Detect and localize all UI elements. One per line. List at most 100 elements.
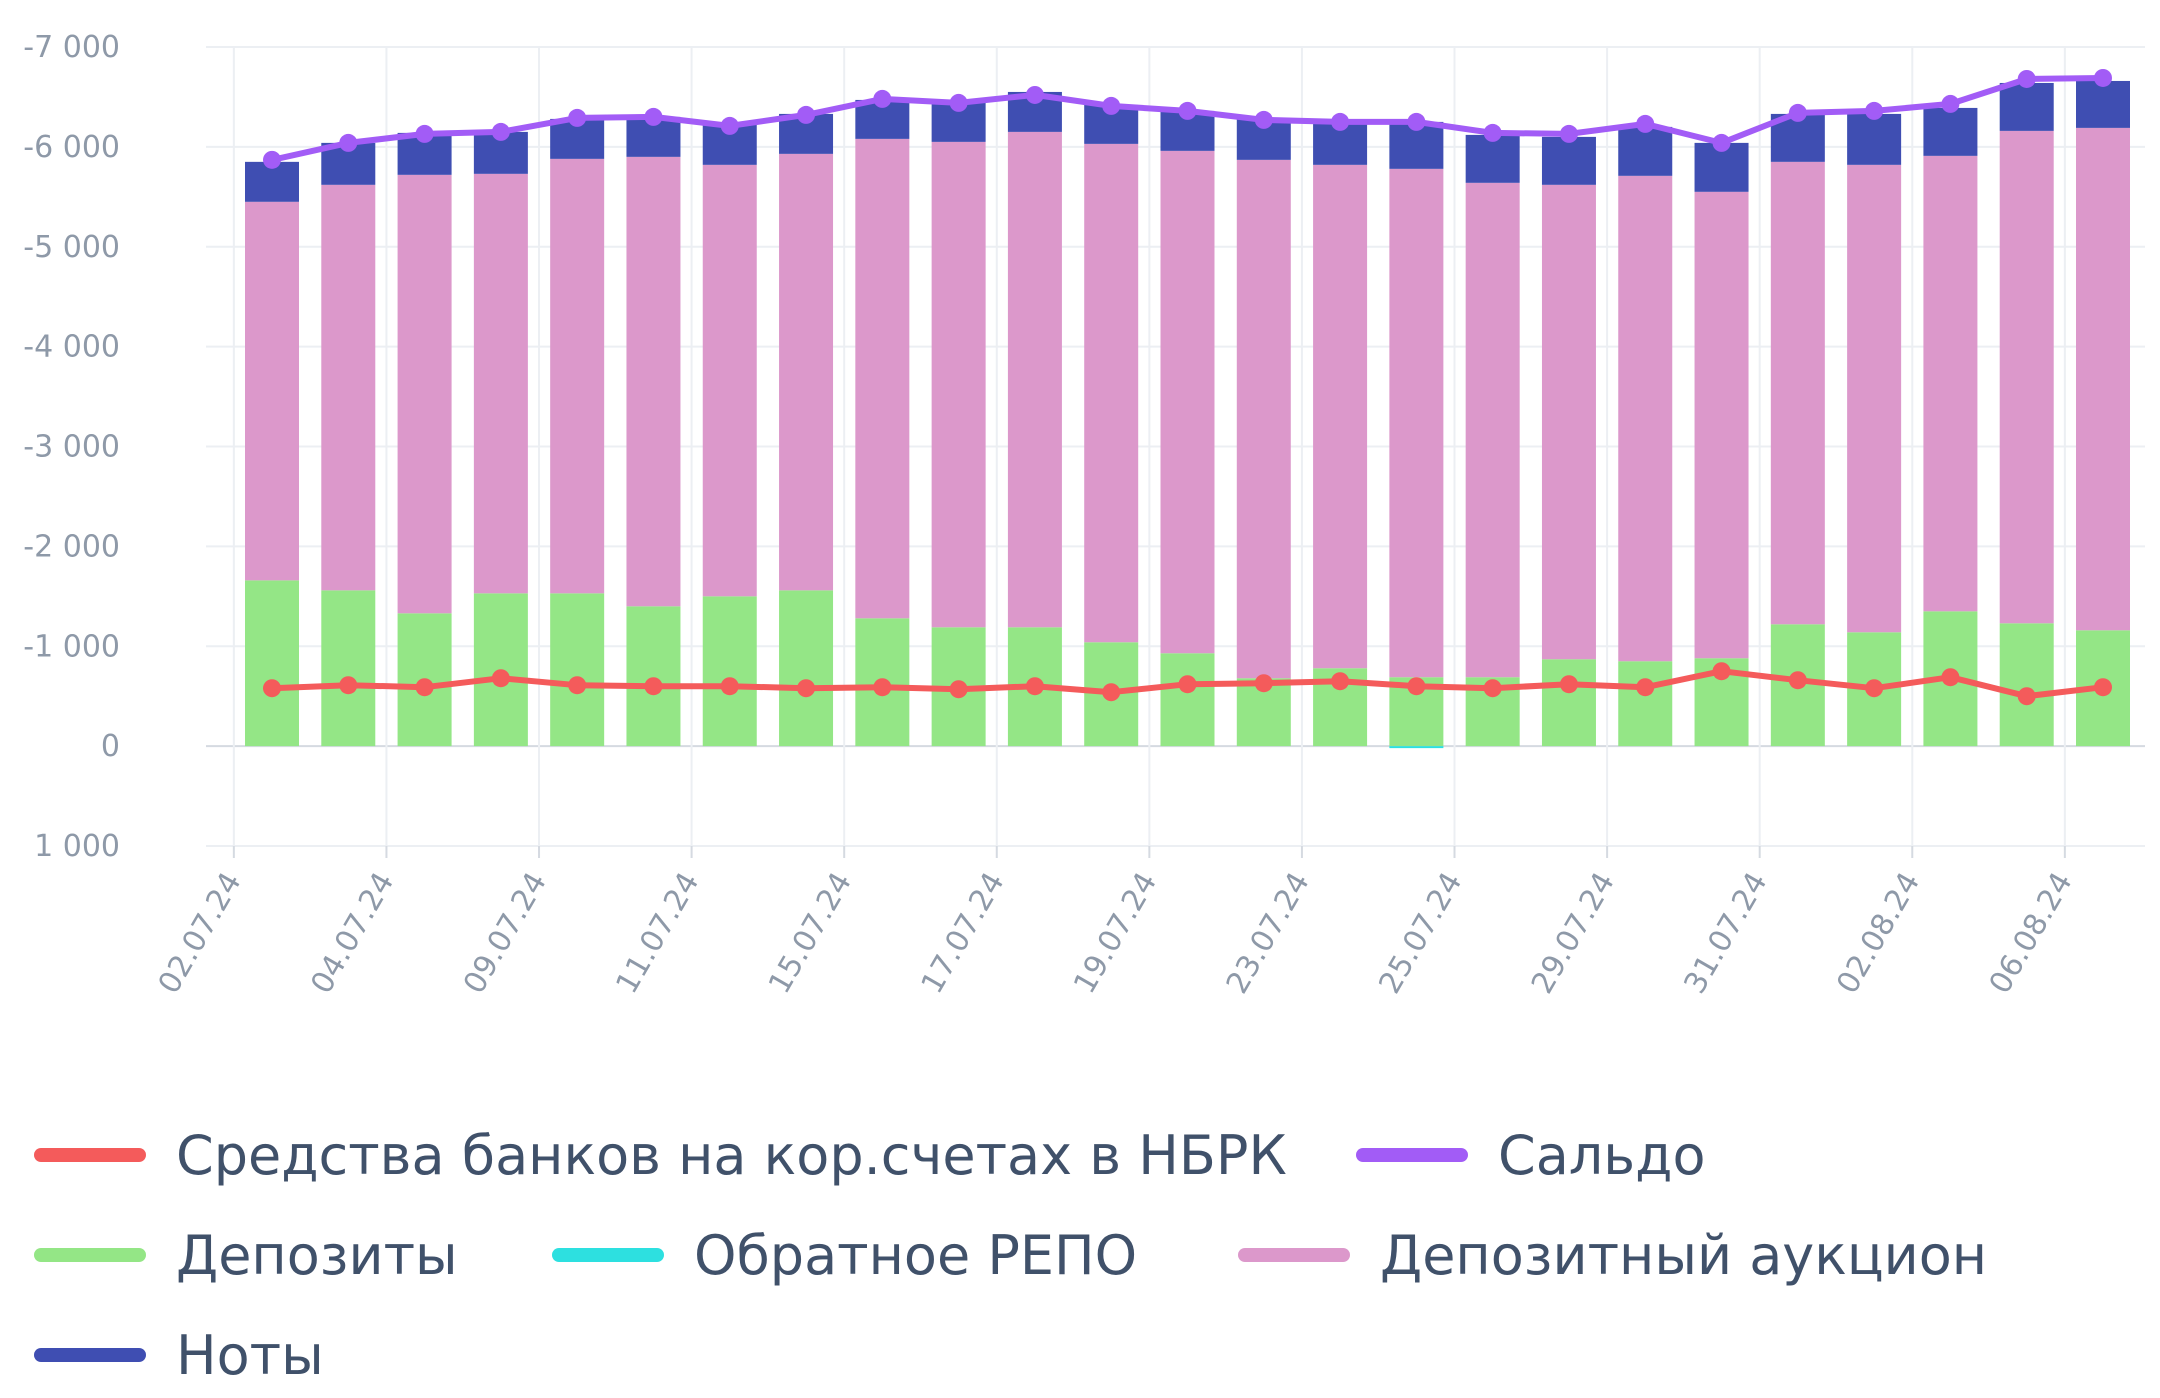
line-point[interactable] <box>720 116 739 135</box>
line-point[interactable] <box>1559 124 1578 143</box>
line-point[interactable] <box>1712 133 1731 152</box>
bar-segment[interactable] <box>1007 131 1062 628</box>
line-point[interactable] <box>1331 112 1350 131</box>
line-point[interactable] <box>1636 678 1655 697</box>
bar-segment[interactable] <box>855 138 910 619</box>
legend-item-deposit-auction[interactable]: Депозитный аукцион <box>1238 1220 1987 1290</box>
bar-segment[interactable] <box>626 156 681 607</box>
chart-svg: -7 000 -6 000 -5 000 -4 000 -3 000 -2 000 -1 0… <box>23 30 2145 1000</box>
bar-segment[interactable] <box>1999 623 2054 747</box>
line-point[interactable] <box>415 678 434 697</box>
bar-segment[interactable] <box>779 153 834 591</box>
line-point[interactable] <box>1483 123 1502 142</box>
bar-segment[interactable] <box>245 580 299 747</box>
bar-segment[interactable] <box>1541 184 1596 660</box>
line-point[interactable] <box>644 107 663 126</box>
line-point[interactable] <box>491 122 510 141</box>
line-point[interactable] <box>1788 103 1807 122</box>
line-point[interactable] <box>1941 668 1960 687</box>
bar-segment[interactable] <box>702 164 757 597</box>
line-point[interactable] <box>1636 114 1655 133</box>
line-point[interactable] <box>1407 677 1426 696</box>
line-point[interactable] <box>2094 68 2112 87</box>
bar-segment[interactable] <box>1847 113 1902 165</box>
bar-segment[interactable] <box>1084 143 1139 643</box>
line-point[interactable] <box>339 676 358 695</box>
bar-segment[interactable] <box>1999 82 2054 131</box>
line-point[interactable] <box>2017 69 2036 88</box>
bar-segment[interactable] <box>1389 168 1444 678</box>
legend-item-bank-funds[interactable]: Средства банков на кор.счетах в НБРК <box>34 1120 1287 1190</box>
line-point[interactable] <box>1254 110 1273 129</box>
legend-item-notes[interactable]: Ноты <box>34 1320 324 1390</box>
line-point[interactable] <box>491 669 510 688</box>
line-point[interactable] <box>1865 679 1884 698</box>
bar-segment[interactable] <box>1999 130 2054 624</box>
line-point[interactable] <box>1254 674 1273 693</box>
bar-segment[interactable] <box>1618 126 1673 176</box>
line-point[interactable] <box>1559 675 1578 694</box>
line-point[interactable] <box>568 108 587 127</box>
line-point[interactable] <box>415 124 434 143</box>
line-point[interactable] <box>1102 96 1121 115</box>
bar-segment[interactable] <box>1541 659 1596 747</box>
legend-item-deposits[interactable]: Депозиты <box>34 1220 458 1290</box>
line-point[interactable] <box>263 150 281 169</box>
bar-segment[interactable] <box>1923 155 1978 612</box>
line-point[interactable] <box>1712 662 1731 681</box>
bar-segment[interactable] <box>245 201 299 581</box>
bar-segment[interactable] <box>1694 191 1749 659</box>
legend-item-saldo[interactable]: Сальдо <box>1356 1120 1706 1190</box>
bar-segment[interactable] <box>1618 175 1673 662</box>
bar-segment[interactable] <box>321 184 376 591</box>
line-point[interactable] <box>1865 101 1884 120</box>
bar-segment[interactable] <box>473 173 528 594</box>
line-point[interactable] <box>1178 101 1197 120</box>
line-point[interactable] <box>2017 687 2036 706</box>
line-point[interactable] <box>1178 675 1197 694</box>
bar-segment[interactable] <box>931 141 986 628</box>
line-point[interactable] <box>949 680 968 699</box>
line-point[interactable] <box>797 105 816 124</box>
line-point[interactable] <box>1102 683 1121 702</box>
line-point[interactable] <box>1331 672 1350 691</box>
line-point[interactable] <box>720 677 739 696</box>
bar-segment[interactable] <box>1770 161 1825 625</box>
line-point[interactable] <box>873 89 892 108</box>
bar-segment[interactable] <box>2076 80 2130 128</box>
line-point[interactable] <box>1025 677 1044 696</box>
bar-segment[interactable] <box>321 590 376 747</box>
bar-segment[interactable] <box>1923 107 1978 156</box>
bar-segment[interactable] <box>2076 127 2130 631</box>
line-point[interactable] <box>644 677 663 696</box>
bar-segment[interactable] <box>626 606 681 747</box>
bar-segment[interactable] <box>397 174 452 614</box>
bar-segment[interactable] <box>1541 136 1596 185</box>
line-point[interactable] <box>2094 678 2112 697</box>
line-point[interactable] <box>1483 679 1502 698</box>
bar-segment[interactable] <box>1847 164 1902 633</box>
line-point[interactable] <box>1941 94 1960 113</box>
bar-segment[interactable] <box>779 590 834 747</box>
bar-segment[interactable] <box>1313 164 1368 669</box>
line-point[interactable] <box>263 679 281 698</box>
line-point[interactable] <box>1788 671 1807 690</box>
bar-segment[interactable] <box>1236 159 1291 679</box>
bar-segment[interactable] <box>550 593 605 747</box>
line-point[interactable] <box>1407 112 1426 131</box>
line-point[interactable] <box>949 93 968 112</box>
bar-segment[interactable] <box>1618 661 1673 747</box>
bar-segment[interactable] <box>1465 134 1520 183</box>
line-point[interactable] <box>873 678 892 697</box>
legend-item-reverse-repo[interactable]: Обратное РЕПО <box>552 1220 1137 1290</box>
bar-segment[interactable] <box>1160 653 1215 747</box>
bar-segment[interactable] <box>1465 182 1520 678</box>
line-point[interactable] <box>1025 85 1044 104</box>
bar-segment[interactable] <box>702 596 757 747</box>
line-point[interactable] <box>568 676 587 695</box>
bar-segment[interactable] <box>550 158 605 594</box>
line-point[interactable] <box>339 133 358 152</box>
line-point[interactable] <box>797 679 816 698</box>
bar-segment[interactable] <box>1160 150 1215 654</box>
bar-segment[interactable] <box>1389 746 1444 749</box>
